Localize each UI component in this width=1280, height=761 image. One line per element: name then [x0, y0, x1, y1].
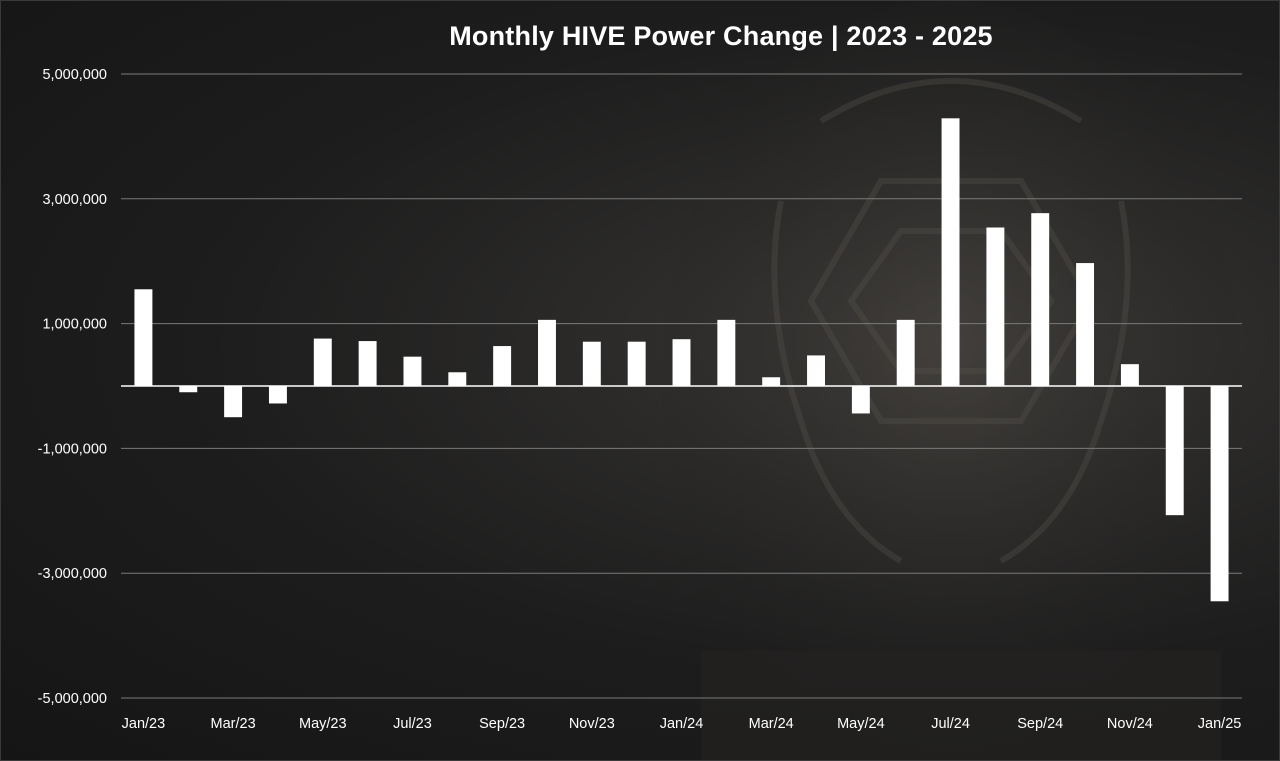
x-tick-label: Nov/23 — [569, 716, 615, 732]
bar — [1210, 386, 1229, 602]
x-tick-label: Sep/23 — [479, 716, 525, 732]
x-tick-label: Jul/24 — [931, 716, 970, 732]
x-tick-label: Mar/24 — [749, 716, 794, 732]
bar — [762, 377, 781, 386]
x-tick-label: Jan/23 — [122, 716, 166, 732]
x-tick-label: Jan/24 — [660, 716, 704, 732]
bar — [313, 338, 332, 386]
x-tick-label: May/24 — [837, 716, 885, 732]
y-tick-label: 1,000,000 — [42, 317, 107, 333]
y-tick-label: -5,000,000 — [38, 691, 107, 707]
bar — [986, 227, 1005, 386]
bar — [179, 386, 198, 393]
x-tick-label: Sep/24 — [1017, 716, 1063, 732]
bar — [627, 341, 646, 386]
y-tick-label: -1,000,000 — [38, 441, 107, 457]
bar — [807, 355, 825, 386]
x-tick-label: Jul/23 — [393, 716, 432, 732]
bar — [493, 346, 512, 386]
bar — [1076, 263, 1095, 386]
bar — [538, 319, 556, 386]
bar — [582, 341, 601, 386]
bar — [1120, 364, 1139, 386]
bar — [941, 118, 960, 386]
bar — [358, 341, 377, 386]
chart-title: Monthly HIVE Power Change | 2023 - 2025 — [449, 21, 993, 51]
bar — [403, 356, 422, 386]
bar — [1165, 386, 1184, 516]
bar — [134, 289, 153, 386]
y-tick-labels: 5,000,000 3,000,000 1,000,000 -1,000,000 -3,… — [38, 67, 107, 707]
bar — [896, 319, 915, 386]
x-tick-label: Jan/25 — [1198, 716, 1242, 732]
x-tick-label: May/23 — [299, 716, 347, 732]
y-tick-label: 3,000,000 — [42, 192, 107, 208]
bar — [1031, 213, 1050, 386]
bar — [851, 386, 870, 414]
y-tick-label: -3,000,000 — [38, 566, 107, 582]
bar — [717, 319, 736, 386]
bar — [672, 339, 691, 386]
x-tick-label: Mar/23 — [211, 716, 256, 732]
y-tick-label: 5,000,000 — [42, 67, 107, 83]
bar — [448, 372, 467, 386]
gridlines — [121, 73, 1242, 699]
bar — [268, 386, 287, 404]
x-tick-label: Nov/24 — [1107, 716, 1153, 732]
bar — [224, 386, 243, 418]
x-tick-labels: Jan/23 Mar/23 May/23 Jul/23 Sep/23 Nov/23 Jan/… — [122, 716, 1242, 732]
bars — [134, 118, 1229, 602]
